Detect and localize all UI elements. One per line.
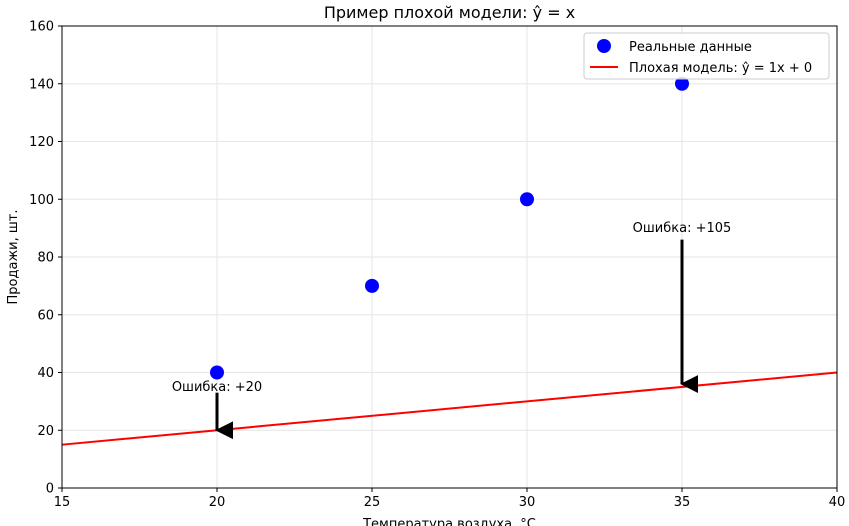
x-tick-label: 35 [674,495,691,510]
annotations: Ошибка: +20 Ошибка: +105 [172,221,732,440]
y-tick-label: 60 [37,308,54,323]
legend-label: Реальные данные [629,40,752,55]
y-tick-label: 100 [29,193,54,208]
grid [61,25,838,489]
y-tick-label: 160 [29,20,54,35]
data-point [520,192,534,207]
y-axis-title: Продажи, шт. [6,210,21,305]
y-tick-label: 40 [37,366,54,381]
legend-label: Плохая модель: ŷ = 1x + 0 [629,61,812,76]
x-axis-title: Температура воздуха, °C [362,517,536,526]
x-tick-label: 25 [364,495,381,510]
data-point [365,278,379,293]
y-tick-label: 80 [37,251,54,266]
chart-title: Пример плохой модели: ŷ = x [324,3,575,22]
y-tick-label: 120 [29,135,54,150]
y-tick-label: 0 [46,482,54,497]
plot-area [61,76,838,446]
x-tick-label: 30 [519,495,536,510]
data-point [210,365,224,380]
x-tick-label: 15 [54,495,71,510]
model-line [61,371,838,446]
x-tick-label: 20 [209,495,226,510]
data-point [675,76,689,91]
legend-marker-swatch [597,39,611,53]
x-tick-label: 40 [829,495,846,510]
error-annotation: Ошибка: +105 [633,221,732,236]
axes-ticks: 15 20 25 30 35 40 0 20 40 60 80 100 120 140 160 [29,20,845,511]
legend: Реальные данные Плохая модель: ŷ = 1x + 0 [583,32,830,80]
legend-box [583,32,830,80]
y-tick-label: 20 [37,424,54,439]
error-annotation: Ошибка: +20 [172,380,262,395]
y-tick-label: 140 [29,77,54,92]
